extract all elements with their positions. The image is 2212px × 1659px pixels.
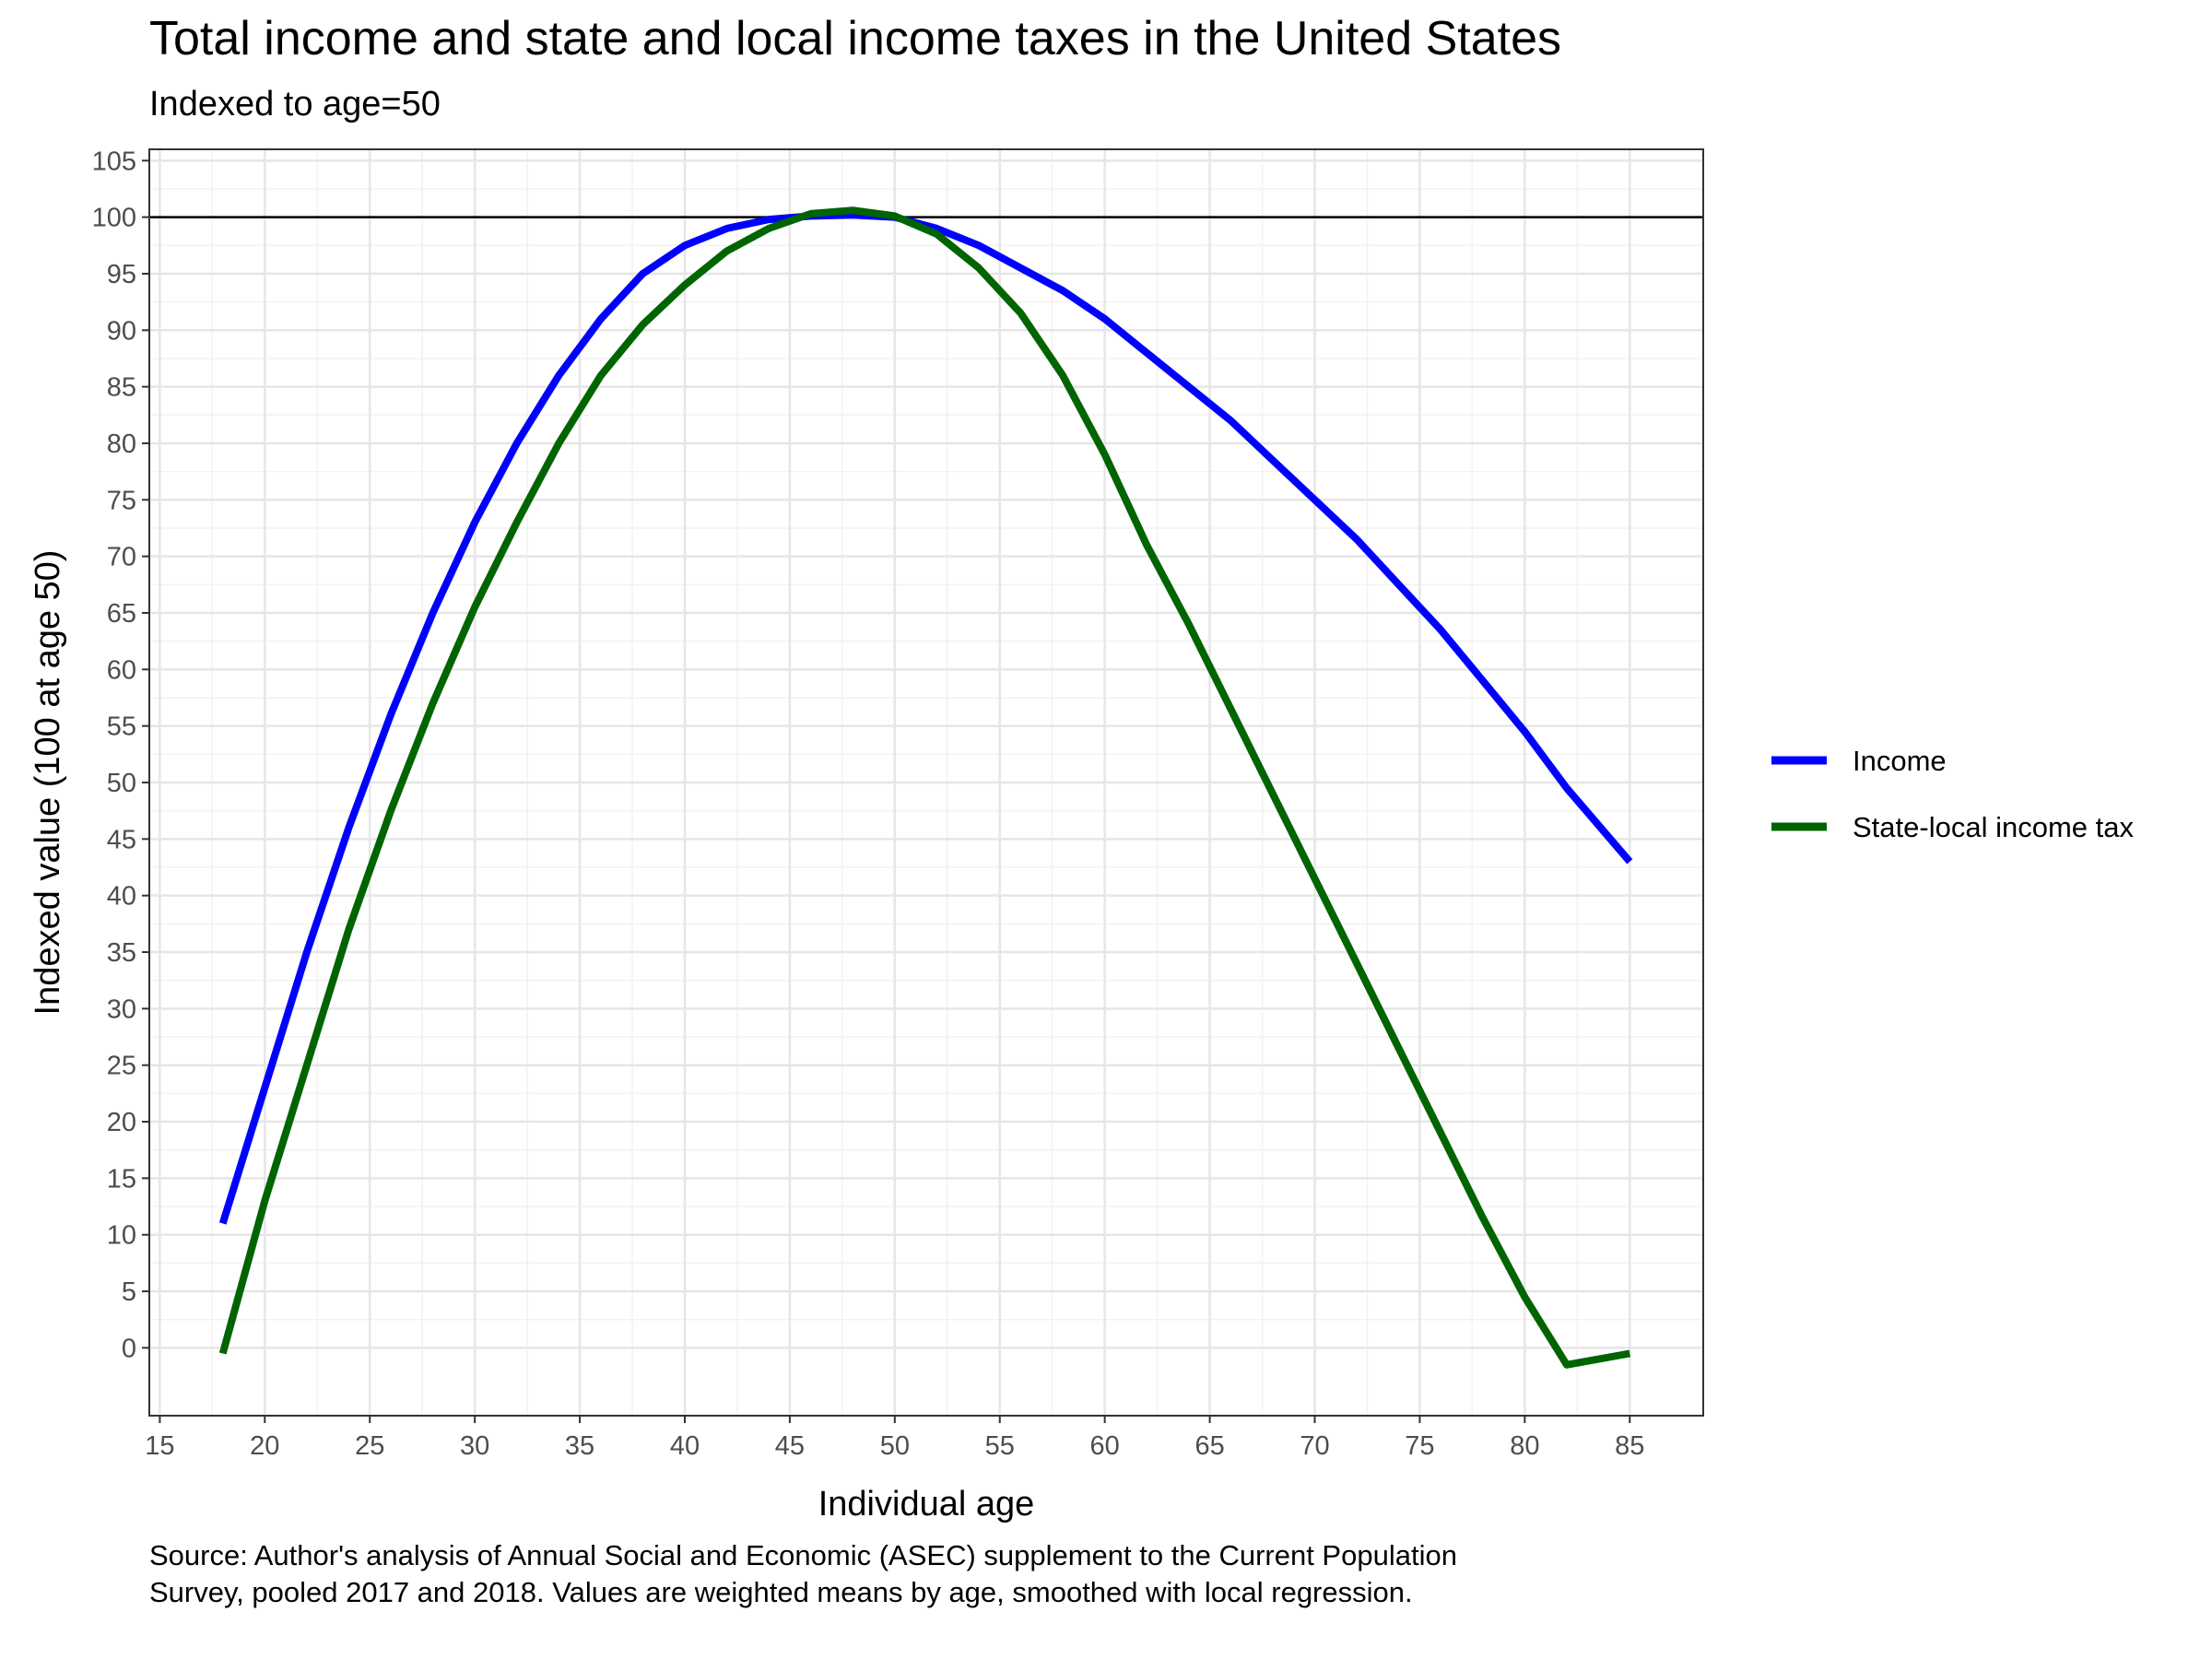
legend-label-state-local-income-tax: State-local income tax xyxy=(1853,811,2134,843)
y-tick-label: 0 xyxy=(122,1334,136,1363)
y-tick-label: 100 xyxy=(92,204,136,233)
x-tick-label: 80 xyxy=(1510,1431,1539,1461)
y-tick-label: 85 xyxy=(107,373,136,403)
x-tick-label: 20 xyxy=(250,1431,279,1461)
y-tick-label: 60 xyxy=(107,655,136,685)
y-tick-label: 75 xyxy=(107,486,136,515)
chart-caption: Source: Author's analysis of Annual Soci… xyxy=(149,1539,1457,1608)
y-tick-label: 15 xyxy=(107,1164,136,1194)
x-tick-label: 45 xyxy=(775,1431,805,1461)
y-tick-label: 70 xyxy=(107,543,136,572)
y-tick-label: 30 xyxy=(107,994,136,1024)
y-tick-label: 40 xyxy=(107,882,136,912)
series-line-state-local-income-tax xyxy=(218,206,1631,1369)
x-tick-label: 15 xyxy=(145,1431,174,1461)
grid-lines xyxy=(149,149,1703,1416)
x-tick-label: 70 xyxy=(1300,1431,1329,1461)
y-tick-label: 65 xyxy=(107,599,136,629)
y-tick-label: 50 xyxy=(107,769,136,798)
y-tick-label: 90 xyxy=(107,316,136,346)
y-tick-label: 80 xyxy=(107,429,136,459)
y-tick-label: 20 xyxy=(107,1108,136,1137)
x-tick-label: 40 xyxy=(670,1431,700,1461)
y-tick-label: 95 xyxy=(107,260,136,289)
axis-ticks: 15 20 25 30 35 40 45 50 55 60 65 70 75 80 85 0 5 10 15 20 25… xyxy=(92,147,1645,1461)
x-tick-label: 65 xyxy=(1194,1431,1224,1461)
y-tick-label: 105 xyxy=(92,147,136,176)
x-tick-label: 35 xyxy=(565,1431,594,1461)
x-tick-label: 30 xyxy=(460,1431,489,1461)
chart-title: Total income and state and local income … xyxy=(149,12,1561,65)
x-tick-label: 60 xyxy=(1090,1431,1120,1461)
chart-subtitle: Indexed to age=50 xyxy=(149,85,441,124)
y-tick-label: 55 xyxy=(107,712,136,742)
y-tick-label: 45 xyxy=(107,825,136,854)
y-tick-label: 10 xyxy=(107,1221,136,1251)
x-tick-label: 55 xyxy=(985,1431,1015,1461)
y-tick-label: 25 xyxy=(107,1052,136,1081)
y-tick-label: 35 xyxy=(107,938,136,968)
x-axis-title: Individual age xyxy=(818,1485,1035,1524)
x-tick-label: 25 xyxy=(355,1431,384,1461)
x-tick-label: 75 xyxy=(1405,1431,1434,1461)
legend: Income State-local income tax xyxy=(1771,745,2134,843)
y-axis-title: Indexed value (100 at age 50) xyxy=(29,550,67,1016)
y-tick-label: 5 xyxy=(122,1277,136,1307)
legend-label-income: Income xyxy=(1853,745,1947,777)
x-tick-label: 50 xyxy=(880,1431,910,1461)
series-lines xyxy=(218,206,1633,1369)
x-tick-label: 85 xyxy=(1615,1431,1644,1461)
